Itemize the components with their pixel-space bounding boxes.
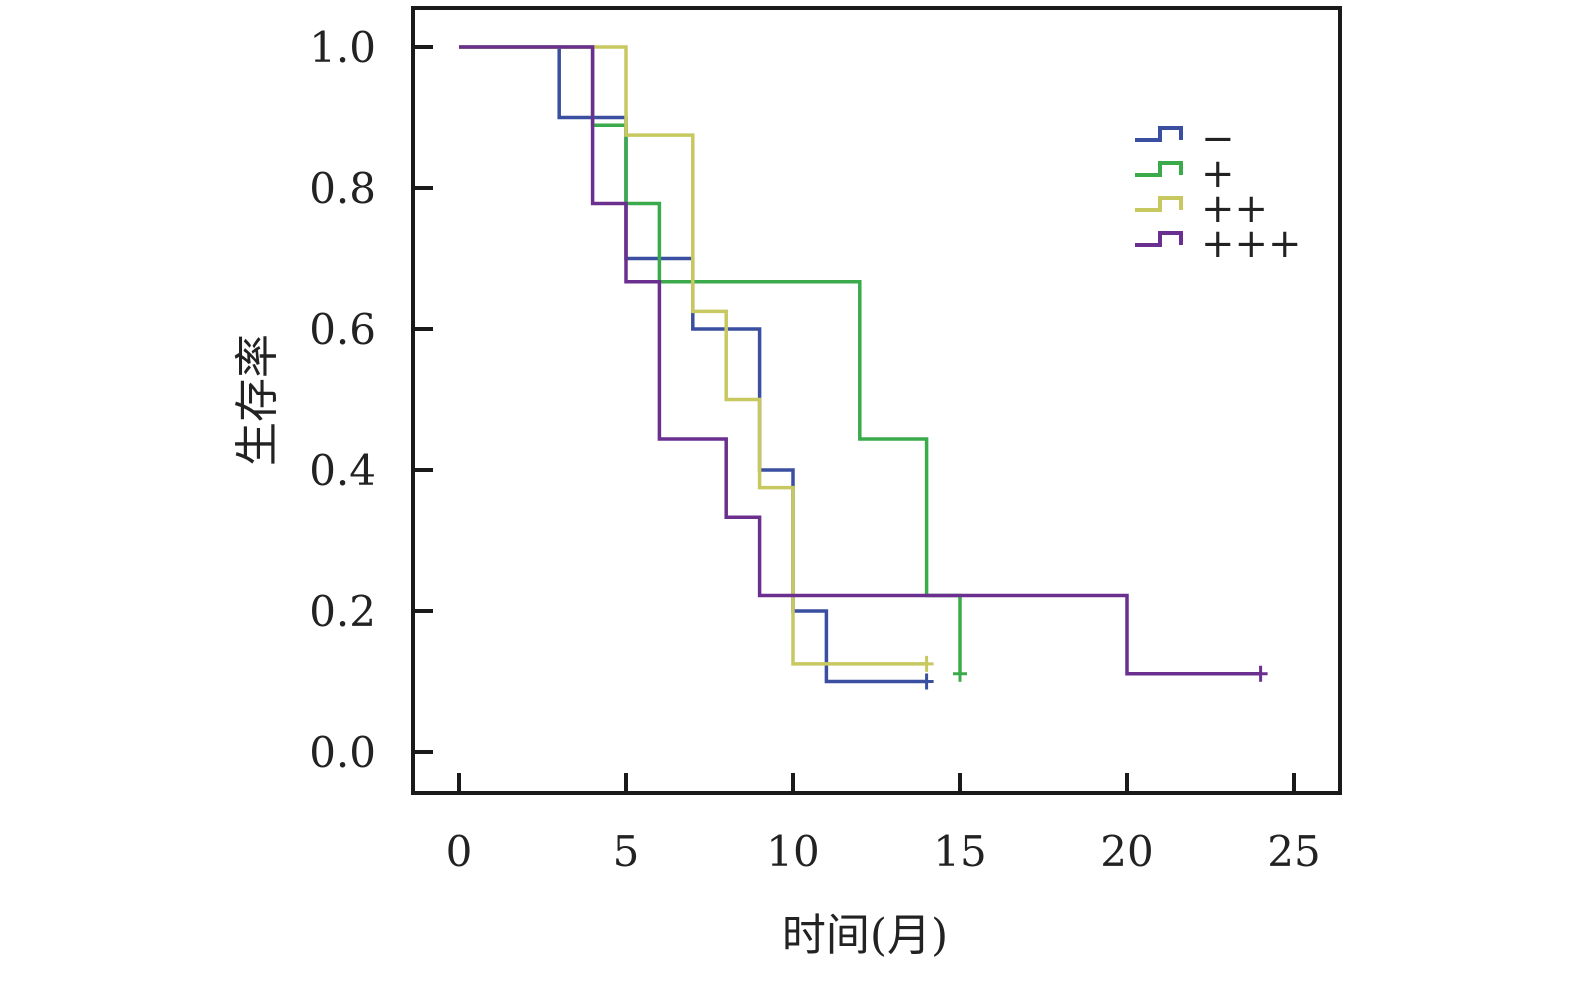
- legend-label: −: [1201, 116, 1235, 162]
- series-line-3: [459, 45, 1261, 676]
- legend-swatch: [1135, 126, 1183, 142]
- x-tick-label: 0: [446, 827, 473, 876]
- series-line-2: [459, 45, 927, 666]
- x-tick-label: 5: [613, 827, 640, 876]
- legend-label: +++: [1201, 221, 1302, 267]
- x-axis-label: 时间(月): [782, 910, 948, 961]
- legend-label: +: [1201, 151, 1235, 197]
- y-tick-label: 0.2: [309, 587, 376, 636]
- x-tick-label: 20: [1100, 827, 1153, 876]
- y-tick-label: 0.4: [309, 446, 376, 495]
- censor-mark: [919, 673, 934, 690]
- censor-mark: [1253, 665, 1268, 682]
- y-tick-label: 0.6: [309, 305, 376, 354]
- y-tick-label: 0.0: [309, 728, 376, 777]
- x-tick-label: 15: [933, 827, 986, 876]
- x-tick-label: 25: [1267, 827, 1320, 876]
- y-tick-label: 1.0: [309, 23, 376, 72]
- x-tick-label: 10: [766, 827, 819, 876]
- y-tick-label: 0.8: [309, 164, 376, 213]
- plot-frame: [411, 6, 1342, 795]
- legend-swatch: [1135, 196, 1183, 212]
- legend-swatch: [1135, 161, 1183, 177]
- series-line-1: [459, 45, 962, 674]
- legend-swatch: [1135, 231, 1183, 247]
- censor-mark: [953, 665, 967, 682]
- y-axis-label: 生存率: [232, 334, 283, 466]
- censor-mark: [919, 655, 934, 672]
- legend-label: ++: [1201, 186, 1268, 232]
